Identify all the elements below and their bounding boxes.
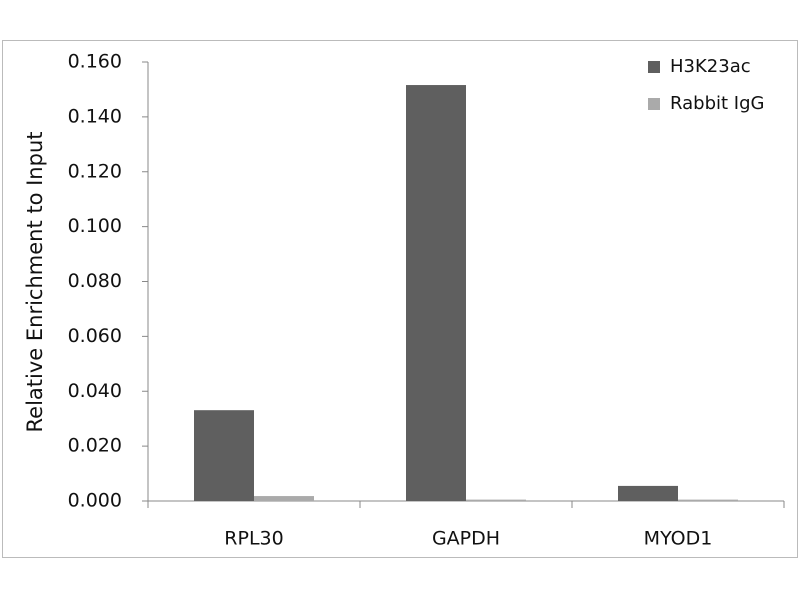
y-tick-label: 0.080: [68, 270, 122, 292]
bar: [466, 499, 526, 501]
bar: [406, 85, 466, 502]
y-tick-label: 0.000: [68, 490, 122, 512]
legend-swatch: [648, 98, 660, 110]
y-tick-label: 0.060: [68, 325, 122, 347]
bar: [254, 496, 314, 501]
bar: [678, 499, 738, 501]
y-axis-title: Relative Enrichment to Input: [23, 132, 47, 433]
x-tick-label: GAPDH: [432, 528, 500, 550]
legend-label: H3K23ac: [670, 56, 751, 77]
y-tick-label: 0.120: [68, 160, 122, 182]
y-tick-label: 0.020: [68, 435, 122, 457]
legend-label: Rabbit IgG: [670, 93, 764, 114]
chart-frame: [2, 40, 798, 558]
x-tick-label: RPL30: [224, 528, 283, 550]
x-tick-label: MYOD1: [644, 528, 713, 550]
y-tick-label: 0.100: [68, 215, 122, 237]
y-tick-label: 0.040: [68, 380, 122, 402]
y-tick-label: 0.140: [68, 105, 122, 127]
legend-swatch: [648, 61, 660, 73]
y-tick-label: 0.160: [68, 51, 122, 73]
bar: [194, 410, 254, 501]
bar: [618, 485, 678, 501]
